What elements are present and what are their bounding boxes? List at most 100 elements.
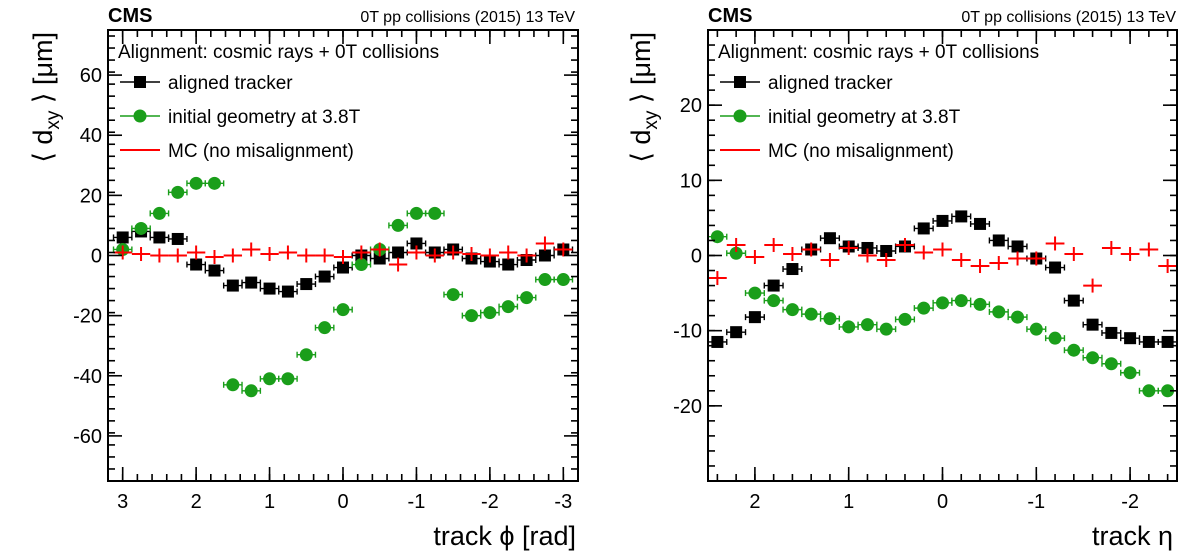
initial-point xyxy=(898,312,912,326)
legend-marker-square xyxy=(134,76,146,88)
legend-entry-initial: initial geometry at 3.8T xyxy=(120,107,361,128)
initial-point xyxy=(538,273,552,287)
run-header: 0T pp collisions (2015) 13 TeV xyxy=(360,9,575,26)
aligned-point xyxy=(171,232,184,245)
initial-point xyxy=(446,288,460,302)
x-tick-label: -2 xyxy=(481,491,499,513)
aligned-point xyxy=(823,232,836,245)
x-tick-label: 3 xyxy=(117,491,128,513)
aligned-point xyxy=(1105,326,1118,339)
x-tick-label: 0 xyxy=(337,491,348,513)
y-tick-label: -10 xyxy=(673,321,702,343)
legend-label-initial: initial geometry at 3.8T xyxy=(168,107,361,128)
aligned-point xyxy=(992,234,1005,247)
legend-title: Alignment: cosmic rays + 0T collisions xyxy=(718,42,1039,63)
legend-label-aligned: aligned tracker xyxy=(168,73,293,94)
x-tick-label: 1 xyxy=(264,491,275,513)
initial-point xyxy=(336,303,350,317)
data-layer xyxy=(112,176,574,398)
y-tick-label: -20 xyxy=(73,306,102,328)
initial-point xyxy=(729,246,743,260)
initial-point xyxy=(1067,343,1081,357)
legend-label-mc: MC (no misalignment) xyxy=(168,141,354,162)
x-tick-label: 0 xyxy=(937,491,948,513)
aligned-point xyxy=(337,261,349,274)
legend-entry-aligned: aligned tracker xyxy=(120,73,293,94)
legend-label-aligned: aligned tracker xyxy=(768,73,893,94)
initial-point xyxy=(1142,384,1156,398)
run-header: 0T pp collisions (2015) 13 TeV xyxy=(961,9,1176,26)
aligned-point xyxy=(208,264,221,277)
x-tick-label: 2 xyxy=(749,491,760,513)
initial-point xyxy=(879,322,893,336)
data-layer xyxy=(707,210,1178,398)
x-tick-label: -3 xyxy=(554,491,572,513)
aligned-point xyxy=(538,249,551,262)
aligned-point xyxy=(263,282,276,295)
y-axis-label: ⟨ dxy ⟩ [μm] xyxy=(626,32,662,163)
aligned-point xyxy=(955,210,968,223)
initial-point xyxy=(226,378,240,392)
initial-point xyxy=(207,176,221,190)
aligned-point xyxy=(1067,294,1080,307)
x-tick-label: 1 xyxy=(843,491,854,513)
legend-label-initial: initial geometry at 3.8T xyxy=(768,107,961,128)
y-axis-label-main: ⟨ d xyxy=(626,130,656,163)
aligned-point xyxy=(281,285,294,298)
x-axis-label: track η xyxy=(1092,521,1173,551)
initial-point xyxy=(767,294,781,308)
aligned-point xyxy=(917,222,930,235)
initial-point xyxy=(354,258,368,272)
y-tick-label: 10 xyxy=(680,170,702,192)
x-axis-label: track ϕ [rad] xyxy=(433,521,576,551)
aligned-point xyxy=(1142,335,1155,348)
aligned-point xyxy=(245,276,258,289)
legend-entry-mc: MC (no misalignment) xyxy=(720,141,954,162)
x-tick-label: -1 xyxy=(408,491,426,513)
initial-point xyxy=(318,321,332,335)
y-tick-label: -40 xyxy=(73,366,102,388)
aligned-point xyxy=(502,258,515,271)
initial-point xyxy=(785,303,799,317)
aligned-point xyxy=(318,270,331,283)
aligned-point xyxy=(153,231,166,244)
aligned-point xyxy=(116,231,129,244)
legend-label-mc: MC (no misalignment) xyxy=(768,141,954,162)
aligned-point xyxy=(880,244,893,257)
aligned-point xyxy=(974,217,987,230)
y-tick-label: 0 xyxy=(91,246,102,268)
initial-point xyxy=(1123,366,1137,380)
initial-point xyxy=(1161,384,1175,398)
initial-point xyxy=(556,273,570,287)
initial-point xyxy=(842,320,856,334)
initial-point xyxy=(860,318,874,332)
initial-point xyxy=(823,312,837,326)
legend-entry-initial: initial geometry at 3.8T xyxy=(720,107,961,128)
initial-point xyxy=(152,206,166,220)
initial-point xyxy=(954,294,968,308)
initial-point xyxy=(1011,310,1025,324)
initial-point xyxy=(520,291,534,305)
initial-point xyxy=(501,300,515,314)
aligned-point xyxy=(748,311,761,324)
aligned-point xyxy=(730,326,743,339)
initial-point xyxy=(1086,351,1100,365)
initial-point xyxy=(391,218,405,232)
legend-marker-circle xyxy=(133,109,147,123)
aligned-point xyxy=(861,241,874,254)
initial-point xyxy=(409,206,423,220)
legend-entry-aligned: aligned tracker xyxy=(720,73,893,94)
legend: Alignment: cosmic rays + 0T collisions a… xyxy=(718,42,1039,162)
y-tick-label: 40 xyxy=(80,125,102,147)
y-tick-label: 20 xyxy=(80,185,102,207)
initial-point xyxy=(917,301,931,315)
x-tick-label: 2 xyxy=(191,491,202,513)
y-tick-label: -20 xyxy=(673,396,702,418)
x-tick-label: -1 xyxy=(1027,491,1045,513)
y-axis-label-suffix: ⟩ [μm] xyxy=(626,32,656,111)
initial-point xyxy=(973,297,987,311)
cms-label: CMS xyxy=(708,5,752,27)
y-tick-label: -60 xyxy=(73,426,102,448)
